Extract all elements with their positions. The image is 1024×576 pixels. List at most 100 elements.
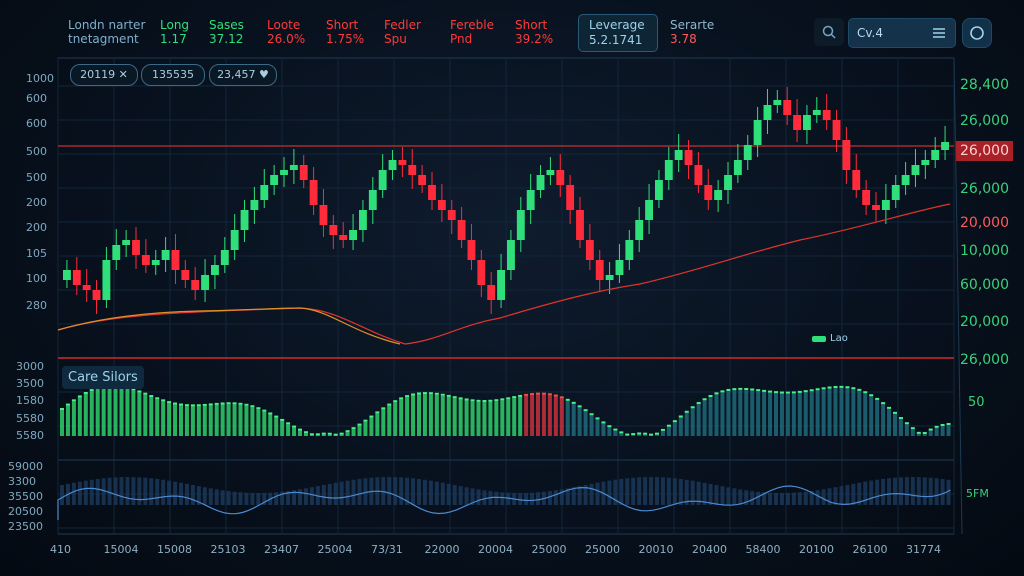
volume-bar	[274, 417, 279, 436]
volume-bar	[452, 398, 457, 436]
volume-bar	[119, 387, 124, 436]
candle	[832, 120, 841, 140]
volume-bar	[702, 400, 707, 436]
candle	[733, 160, 742, 175]
candle	[556, 170, 565, 185]
search-icon	[822, 25, 836, 39]
circle-icon	[970, 26, 984, 40]
volume-bar	[256, 409, 261, 436]
candle	[842, 140, 851, 170]
volume-bar	[500, 400, 505, 436]
price-tick: 600	[26, 117, 47, 130]
candle	[201, 275, 209, 290]
price-label: 26,000	[960, 181, 1009, 197]
search-value: Cv.4	[857, 26, 883, 40]
price-label: 26,000	[960, 113, 1009, 129]
volume-bar	[89, 391, 94, 436]
volume-bar	[405, 397, 410, 436]
menu-icon[interactable]	[849, 19, 955, 47]
volume-bar	[875, 399, 880, 436]
volume-bar	[536, 394, 540, 436]
legend-swatch	[812, 336, 826, 342]
volume-bar	[934, 427, 939, 436]
volume-bar	[315, 435, 320, 436]
candle	[625, 240, 634, 260]
volume-bar	[738, 389, 743, 436]
volume-bar	[571, 403, 576, 436]
time-tick: 15008	[157, 543, 192, 556]
candle	[635, 220, 644, 240]
search-button[interactable]	[814, 18, 844, 46]
candle	[457, 220, 466, 240]
search-input[interactable]: Cv.4	[848, 18, 956, 48]
volume-bar	[101, 387, 106, 436]
volume-bar	[928, 430, 933, 436]
stat-label: Short	[326, 18, 359, 32]
candle	[270, 175, 279, 185]
volume-bar	[369, 417, 374, 436]
volume-bar	[464, 400, 469, 436]
volume-bar	[143, 394, 148, 436]
candle	[783, 100, 792, 115]
volume-bar	[232, 404, 237, 436]
stat-label: Loote	[267, 18, 301, 32]
stat-value: 39.2%	[515, 32, 554, 46]
legend-label: Lao	[830, 333, 848, 344]
chip-1[interactable]: 20119 ✕	[70, 64, 138, 86]
candle	[615, 260, 624, 275]
candle	[260, 185, 269, 200]
candle	[901, 175, 910, 185]
leverage-label: Leverage	[589, 18, 645, 32]
moving-average-line-2	[57, 307, 401, 345]
chip-2[interactable]: 135535	[141, 64, 205, 86]
volume-bar	[113, 386, 118, 436]
volume-bar	[458, 399, 463, 436]
time-tick: 410	[50, 543, 71, 556]
chip-3[interactable]: 23,457 ♥	[209, 64, 277, 86]
candle	[921, 160, 930, 165]
volume-bar	[393, 402, 398, 436]
volume-bar	[476, 401, 481, 436]
volume-bar	[613, 430, 618, 436]
volume-bar	[821, 389, 826, 436]
candle	[862, 190, 871, 205]
candle	[122, 240, 131, 245]
volume-bar	[904, 424, 909, 436]
price-label: 60,000	[960, 277, 1009, 293]
candle	[418, 175, 427, 185]
time-tick: 20010	[638, 543, 674, 556]
indicator-tick: 20500	[8, 505, 43, 518]
volume-bar	[83, 393, 88, 436]
candle	[694, 165, 703, 185]
volume-bar	[762, 391, 767, 436]
volume-bar	[696, 404, 701, 436]
volume-bar	[95, 388, 100, 436]
volume-bar	[774, 393, 778, 436]
volume-bar	[494, 401, 499, 436]
candle	[240, 210, 249, 230]
settings-button[interactable]	[962, 18, 992, 48]
time-tick: 25004	[317, 543, 353, 556]
leverage-value: 5.2.1741	[589, 33, 643, 47]
volume-bar	[286, 424, 291, 436]
candle	[724, 175, 732, 190]
candle	[684, 150, 693, 165]
volume-bar	[565, 400, 570, 436]
volume-bar	[107, 386, 112, 436]
volume-bar	[214, 404, 219, 436]
candle	[891, 185, 900, 200]
price-tick: 200	[26, 221, 47, 234]
indicator-line	[57, 485, 951, 520]
stat-label: Long	[160, 18, 190, 32]
time-tick: 25103	[210, 543, 246, 556]
candle	[132, 240, 140, 255]
volume-bar	[910, 429, 915, 436]
volume-bar	[660, 430, 665, 436]
leverage-box[interactable]: Leverage 5.2.1741	[578, 14, 658, 52]
volume-bar	[803, 392, 808, 436]
candle	[329, 225, 338, 235]
time-tick: 15004	[103, 543, 139, 556]
volume-bar	[708, 397, 713, 436]
volume-bar	[559, 398, 564, 436]
